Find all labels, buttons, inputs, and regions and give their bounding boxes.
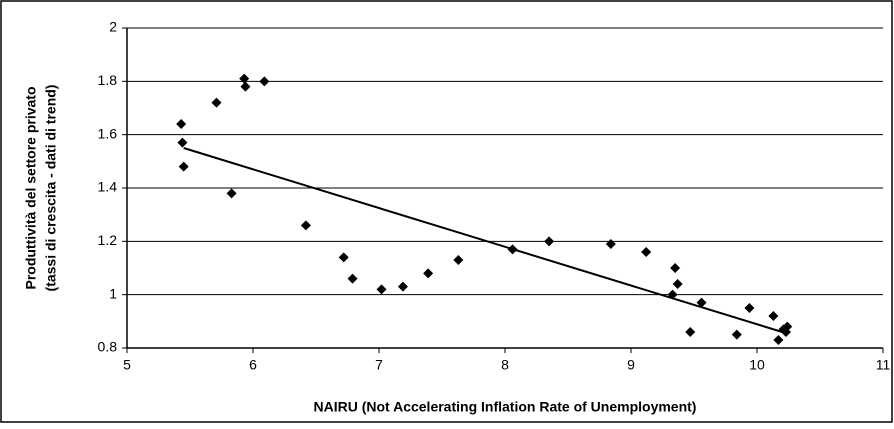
- y-tick-label: 1.8: [98, 72, 118, 88]
- point: [176, 119, 187, 129]
- point: [177, 137, 188, 148]
- point: [696, 297, 707, 308]
- point: [259, 76, 270, 87]
- x-tick-label: 8: [501, 357, 509, 373]
- x-tick-label: 7: [375, 357, 383, 373]
- point: [211, 97, 222, 108]
- point: [240, 81, 251, 92]
- y-tick-label: 1.6: [98, 125, 118, 141]
- trendline: [183, 147, 783, 333]
- y-tick-label: 1.4: [98, 179, 118, 195]
- point: [672, 279, 683, 289]
- point: [226, 188, 237, 199]
- point: [397, 281, 408, 292]
- y-tick-label: 1.2: [98, 232, 118, 248]
- y-tick-label: 1: [109, 285, 117, 301]
- point: [731, 329, 742, 340]
- y-axis-label: (tassi di crescita - dati di trend): [43, 85, 59, 292]
- x-tick-label: 9: [627, 357, 635, 373]
- x-tick-label: 5: [123, 357, 131, 373]
- point: [300, 220, 311, 231]
- point: [773, 335, 784, 345]
- point: [178, 161, 189, 172]
- point: [347, 273, 358, 284]
- point: [768, 311, 779, 321]
- y-tick-label: 2: [109, 19, 117, 35]
- point: [239, 73, 250, 84]
- x-tick-label: 6: [249, 357, 257, 373]
- x-axis-label: NAIRU (Not Accelerating Inflation Rate o…: [314, 399, 697, 415]
- x-tick-label: 11: [876, 357, 891, 373]
- point: [338, 252, 349, 263]
- point: [544, 236, 555, 247]
- point: [685, 327, 696, 337]
- point: [744, 303, 755, 313]
- point: [376, 284, 387, 295]
- point: [453, 255, 464, 265]
- point: [670, 263, 681, 273]
- y-tick-label: 0.8: [98, 339, 118, 355]
- point: [605, 239, 616, 249]
- x-tick-label: 10: [749, 357, 765, 373]
- y-axis-label: Produttività del settore privato: [23, 86, 39, 289]
- point: [782, 321, 793, 332]
- point: [641, 247, 652, 257]
- point: [423, 268, 434, 279]
